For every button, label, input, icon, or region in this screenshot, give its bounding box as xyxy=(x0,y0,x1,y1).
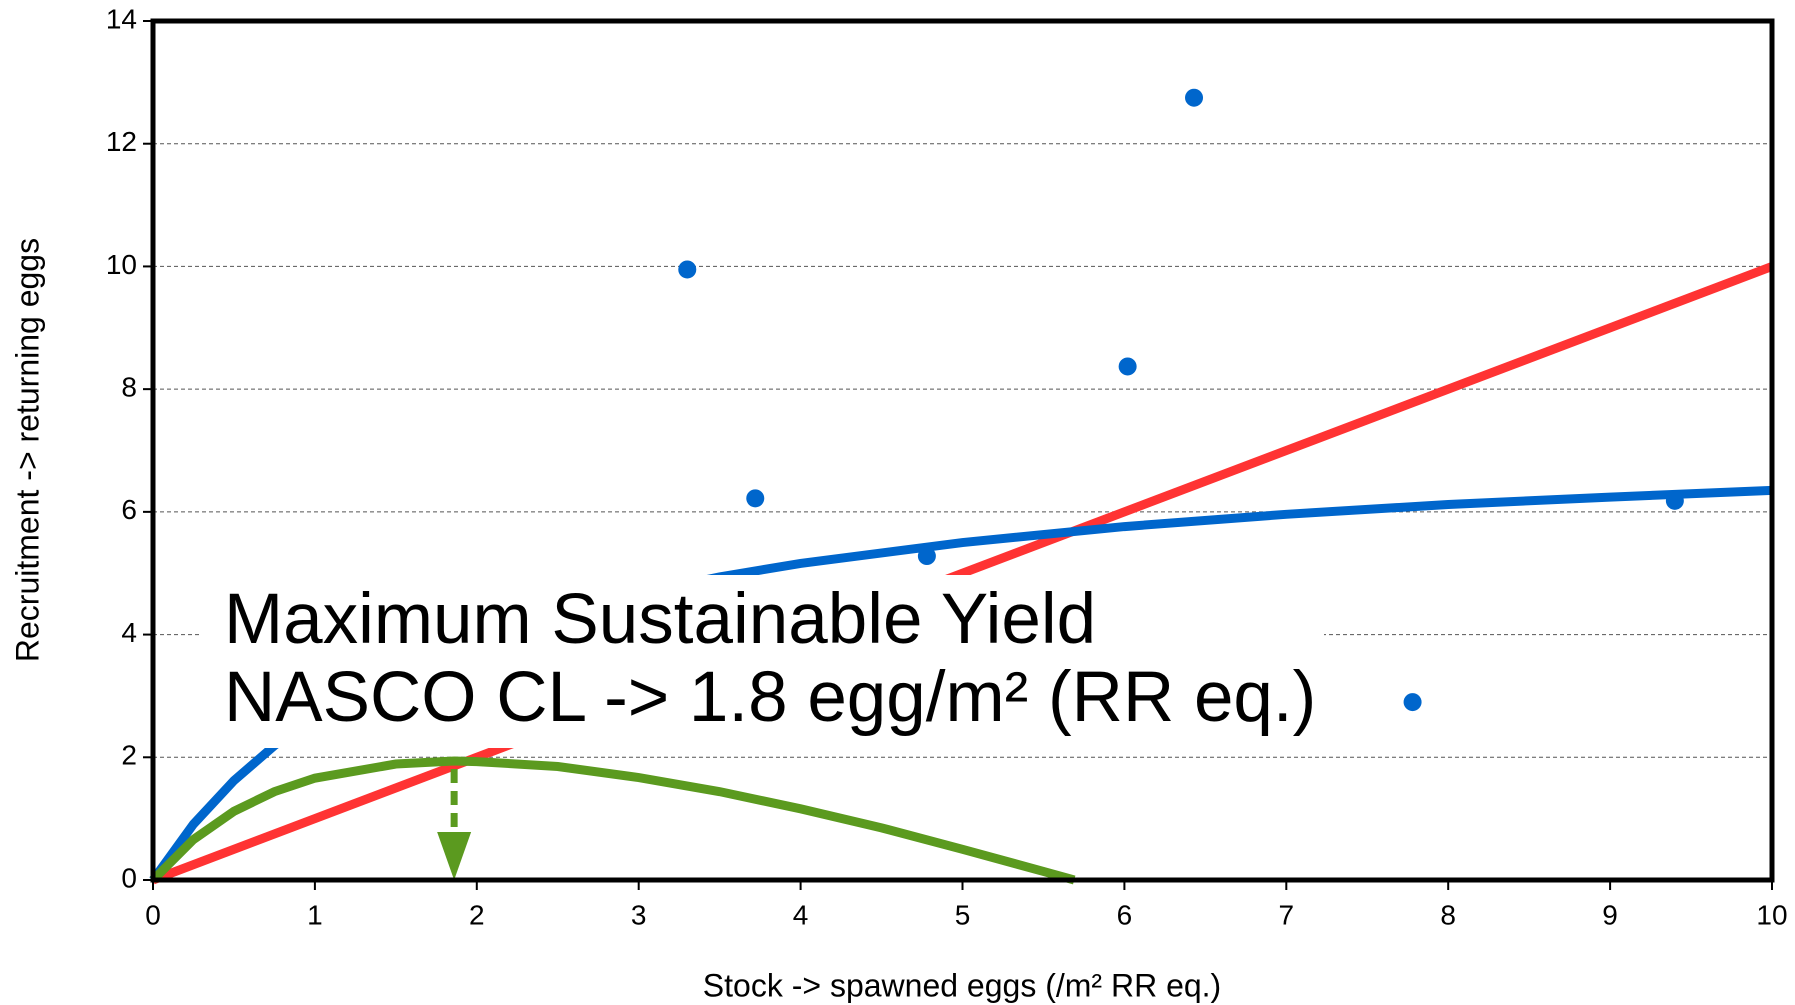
x-tick-label: 2 xyxy=(469,899,485,930)
x-tick-label: 3 xyxy=(631,899,647,930)
x-tick-label: 5 xyxy=(955,899,971,930)
msy-arrow-head xyxy=(437,832,472,880)
data-point xyxy=(1665,491,1684,510)
x-tick-label: 1 xyxy=(307,899,323,930)
curve xyxy=(149,756,1076,885)
x-tick-label: 4 xyxy=(793,899,809,930)
y-tick-label: 14 xyxy=(106,3,137,34)
y-axis-title: Recruitment -> returning eggs xyxy=(9,238,45,662)
x-tick-label: 8 xyxy=(1440,899,1456,930)
x-tick-label: 9 xyxy=(1602,899,1618,930)
data-point xyxy=(746,489,765,508)
x-axis-title: Stock -> spawned eggs (/m² RR eq.) xyxy=(703,967,1221,1003)
y-tick-label: 6 xyxy=(121,494,137,525)
y-tick-label: 10 xyxy=(106,249,137,280)
x-tick-label: 6 xyxy=(1117,899,1133,930)
data-point xyxy=(1118,357,1137,376)
data-point xyxy=(1403,693,1422,712)
x-tick-label: 0 xyxy=(145,899,161,930)
curve xyxy=(151,262,1774,885)
plot-frame xyxy=(150,18,1775,883)
y-tick-label: 0 xyxy=(121,862,137,893)
y-tick-label: 4 xyxy=(121,617,137,648)
annotation-background xyxy=(202,575,1324,748)
x-tick-label: 7 xyxy=(1279,899,1295,930)
data-point xyxy=(917,547,936,566)
data-point xyxy=(1185,88,1204,107)
x-tick-label: 10 xyxy=(1756,899,1787,930)
y-tick-label: 12 xyxy=(106,126,137,157)
y-tick-label: 2 xyxy=(121,740,137,771)
annotation-text: NASCO CL -> 1.8 egg/m² (RR eq.) xyxy=(224,658,1316,737)
annotation-text: Maximum Sustainable Yield xyxy=(224,580,1096,659)
data-point xyxy=(678,260,697,279)
y-tick-label: 8 xyxy=(121,372,137,403)
